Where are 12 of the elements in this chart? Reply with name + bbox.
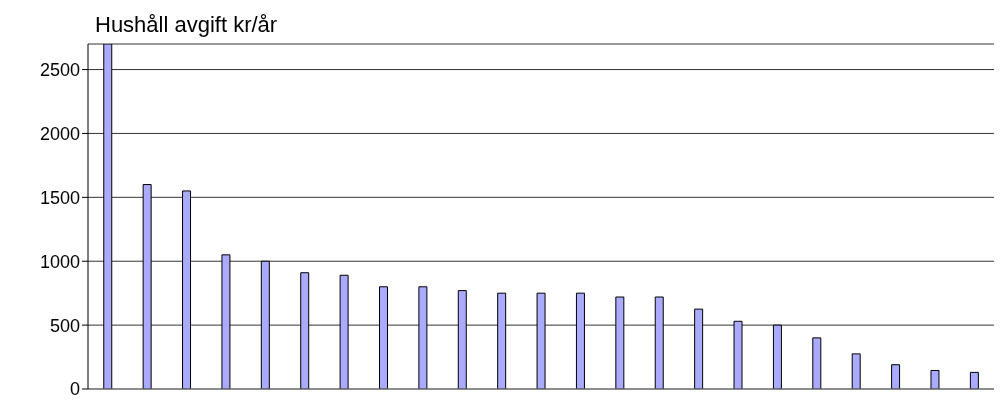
chart-title: Hushåll avgift kr/år	[95, 12, 278, 38]
bar	[891, 364, 901, 389]
y-tick-label: 1000	[39, 251, 80, 272]
y-tick-label: 0	[69, 379, 80, 400]
y-tick-label: 500	[49, 315, 80, 336]
bar	[969, 371, 979, 389]
bar	[930, 369, 940, 389]
bar	[812, 337, 822, 389]
y-tick-label: 2000	[39, 123, 80, 144]
bar	[851, 353, 861, 389]
y-tick-label: 2500	[39, 59, 80, 80]
y-tick-label: 1500	[39, 187, 80, 208]
